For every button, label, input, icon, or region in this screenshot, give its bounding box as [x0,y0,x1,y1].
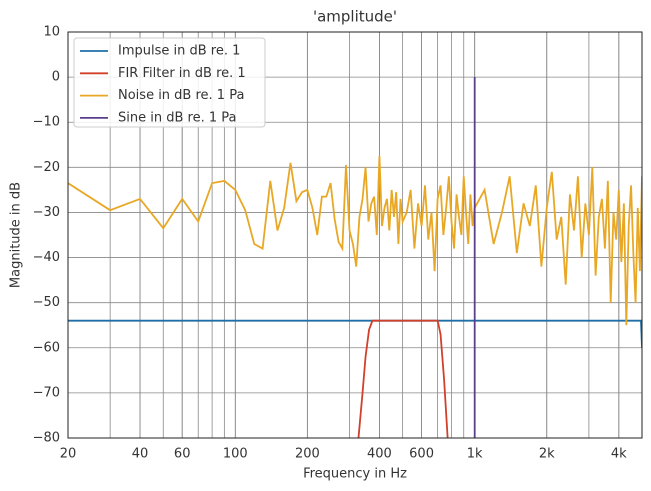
series-line [68,319,642,348]
plot-frame [67,31,643,439]
y-tick-label: −60 [33,340,60,355]
y-tick-label: −30 [33,205,60,220]
y-tick-label: 0 [52,70,60,85]
x-tick-label: 60 [174,447,191,462]
y-tick-label: −20 [33,160,60,175]
x-tick-label: 600 [409,447,434,462]
x-tick-label: 20 [60,447,77,462]
y-tick-label: −50 [33,295,60,310]
y-axis-label: Magnitude in dB [9,182,24,288]
legend-label: FIR Filter in dB re. 1 [118,66,246,81]
y-tick-label: −10 [33,115,60,130]
x-axis-label: Frequency in Hz [303,467,407,482]
y-tick-label: 10 [43,25,60,40]
legend-label: Noise in dB re. 1 Pa [118,88,244,103]
legend-label: Sine in dB re. 1 Pa [118,110,236,125]
series-line [68,156,642,326]
series-line [357,319,449,438]
y-tick-label: −40 [33,250,60,265]
legend-box [73,37,266,128]
x-tick-label: 200 [295,447,320,462]
y-tick-label: −80 [33,431,60,446]
x-tick-label: 1k [467,447,483,462]
y-tick-label: −70 [33,385,60,400]
x-tick-label: 100 [223,447,248,462]
x-tick-label: 4k [611,447,627,462]
x-tick-label: 2k [539,447,555,462]
chart-title: 'amplitude' [313,8,397,26]
x-tick-label: 400 [367,447,392,462]
x-tick-label: 40 [132,447,149,462]
legend-label: Impulse in dB re. 1 [118,44,240,59]
